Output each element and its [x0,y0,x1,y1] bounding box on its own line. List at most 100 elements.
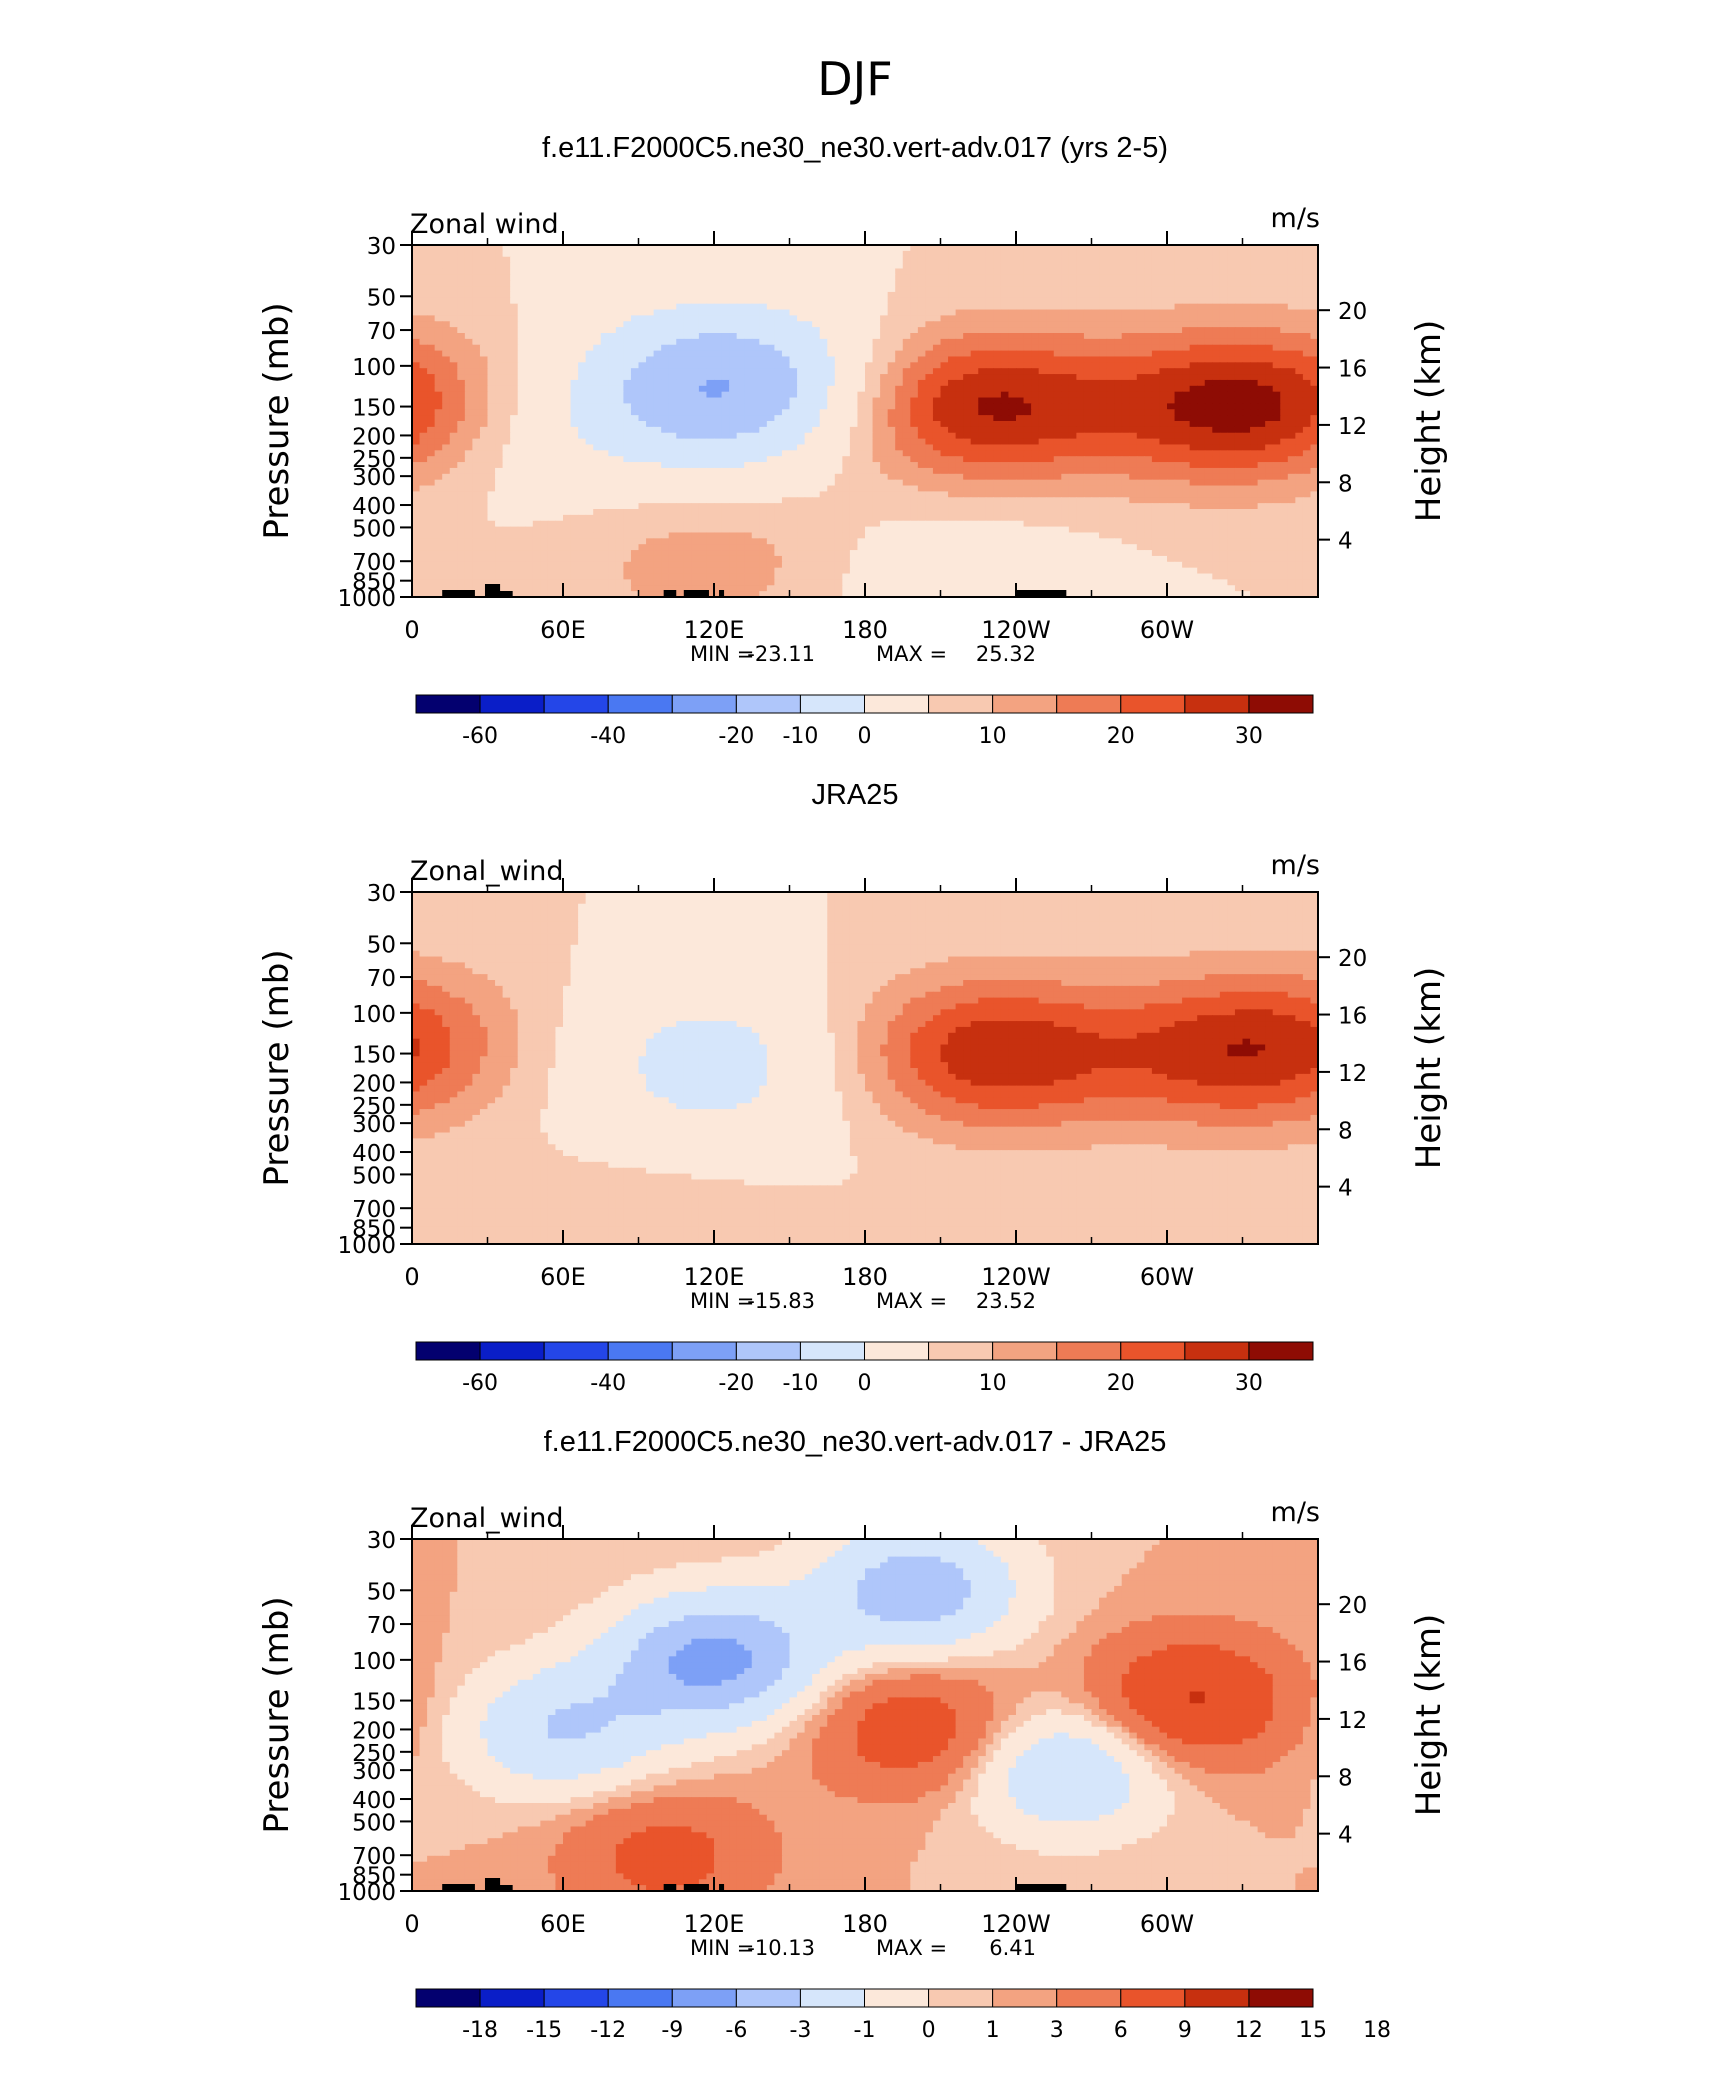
y-tick-label: 70 [367,319,396,345]
max-value: 23.52 [976,1289,1036,1313]
colorbar-tick-label: -6 [725,2018,747,2043]
y2-tick-label: 12 [1338,414,1367,440]
figure-title: DJF [817,52,892,106]
y-tick-label: 100 [352,1002,396,1028]
colorbar-box [993,1989,1057,2007]
contour-field [412,892,1319,1245]
y2-tick-label: 4 [1338,1823,1353,1849]
y2-tick-label: 16 [1338,1004,1367,1030]
colorbar-tick-label: 20 [1107,1371,1135,1396]
colorbar-box [544,1342,608,1360]
colorbar-box [480,1342,544,1360]
colorbar-tick-label: 30 [1235,724,1263,749]
y-tick-label: 500 [352,1163,396,1189]
colorbar-box [672,695,736,713]
y2-tick-label: 20 [1338,1593,1367,1619]
min-value: -15.83 [747,1289,815,1313]
colorbar-tick-label: 30 [1235,1371,1263,1396]
colorbar-box [865,1342,929,1360]
colorbar-box [929,1342,993,1360]
y-tick-label: 1000 [337,1233,396,1259]
topography-mask [442,1884,475,1891]
y-tick-label: 50 [367,285,396,311]
colorbar-box [800,1989,864,2007]
colorbar-box [736,695,800,713]
topography-mask [664,590,677,597]
colorbar-tick-label: -10 [782,1371,818,1396]
colorbar-tick-label: 6 [1114,2018,1128,2043]
y-tick-label: 50 [367,1579,396,1605]
topography-mask [1016,1884,1066,1891]
min-value: -10.13 [747,1936,815,1960]
x-tick-label: 60W [1140,1910,1194,1938]
colorbar-box [1057,1342,1121,1360]
colorbar-box [1057,1989,1121,2007]
variable-label: Zonal wind [410,209,559,240]
y2-tick-label: 8 [1338,1765,1353,1791]
colorbar-box [672,1989,736,2007]
max-label: MAX = [876,1936,947,1960]
y-tick-label: 150 [352,1690,396,1716]
x-tick-label: 120W [981,1263,1051,1291]
topography-mask [495,1885,513,1891]
y2-tick-label: 20 [1338,946,1367,972]
min-label: MIN = [690,1289,754,1313]
units-label: m/s [1271,1497,1320,1528]
colorbar-box [1121,695,1185,713]
y2-axis-title: Height (km) [1409,967,1449,1170]
colorbar-tick-label: 0 [858,724,872,749]
topography-mask [719,590,724,597]
x-tick-label: 180 [842,616,888,644]
x-tick-label: 60E [540,616,586,644]
x-tick-label: 0 [404,1263,419,1291]
y2-axis-title: Height (km) [1409,1614,1449,1817]
y2-tick-label: 20 [1338,299,1367,325]
y-tick-label: 1000 [337,586,396,612]
colorbar-box [1121,1342,1185,1360]
colorbar-box [800,695,864,713]
colorbar-box [416,1989,480,2007]
topography-mask [495,591,513,597]
colorbar-tick-label: 10 [979,1371,1007,1396]
y-axis-title: Pressure (mb) [257,302,297,539]
colorbar-box [416,695,480,713]
colorbar-box [480,695,544,713]
colorbar-tick-label: 12 [1235,2018,1263,2043]
y2-tick-label: 8 [1338,471,1353,497]
panel-1: f.e11.F2000C5.ne30_ne30.vert-adv.017 (yr… [257,132,1449,749]
y-tick-label: 1000 [337,1880,396,1906]
y-tick-label: 150 [352,1043,396,1069]
colorbar-box [993,1342,1057,1360]
y-tick-label: 100 [352,1649,396,1675]
max-label: MAX = [876,642,947,666]
colorbar-tick-label: -20 [718,724,754,749]
x-tick-label: 180 [842,1263,888,1291]
colorbar-box [416,1342,480,1360]
x-tick-label: 180 [842,1910,888,1938]
colorbar-box [1249,695,1313,713]
colorbar-tick-label: -12 [590,2018,626,2043]
colorbar-tick-label: -60 [462,724,498,749]
x-tick-label: 120E [684,1263,745,1291]
colorbar-box [865,695,929,713]
max-label: MAX = [876,1289,947,1313]
y-tick-label: 30 [367,234,396,260]
x-tick-label: 120W [981,1910,1051,1938]
colorbar: -60 -40 -20 -10 0 10 20 30 [416,1342,1313,1396]
y2-tick-label: 12 [1338,1708,1367,1734]
colorbar-tick-label: -3 [789,2018,811,2043]
colorbar-box [544,695,608,713]
topography-mask [442,590,475,597]
colorbar-box [1057,695,1121,713]
x-tick-label: 60W [1140,1263,1194,1291]
topography-mask [664,1884,677,1891]
colorbar-tick-label: 20 [1107,724,1135,749]
topography-mask [719,1884,724,1891]
min-value: -23.11 [747,642,815,666]
colorbar-tick-label: -1 [854,2018,876,2043]
colorbar-tick-label: 18 [1363,2018,1391,2043]
y-tick-label: 150 [352,396,396,422]
y2-tick-label: 16 [1338,1651,1367,1677]
colorbar-tick-label: -10 [782,724,818,749]
colorbar-tick-label: 10 [979,724,1007,749]
